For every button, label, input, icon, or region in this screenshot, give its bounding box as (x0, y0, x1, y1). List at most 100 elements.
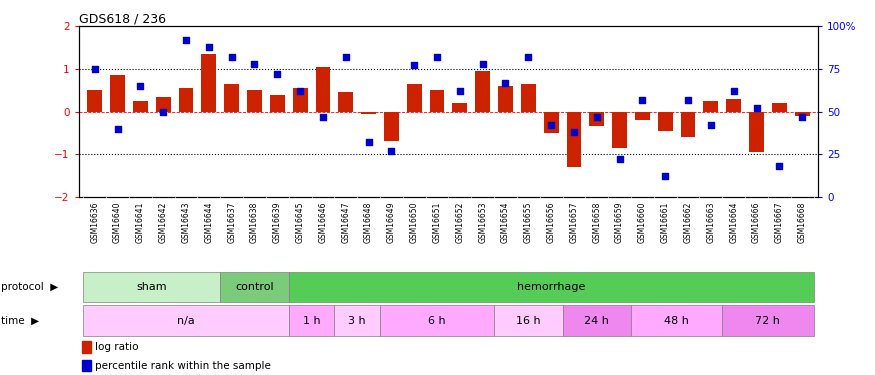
Text: time  ▶: time ▶ (1, 316, 39, 326)
Bar (178, 88, 193, 112)
Text: GSM16637: GSM16637 (228, 202, 236, 243)
Bar (201, 54, 216, 112)
Point (590, 114, 604, 120)
Bar (521, 84, 536, 112)
Bar (772, 103, 787, 112)
Bar (361, 112, 376, 114)
Text: GSM16646: GSM16646 (318, 202, 327, 243)
Point (727, 88, 741, 94)
Bar (430, 90, 444, 112)
Text: GSM16645: GSM16645 (296, 202, 304, 243)
Text: GSM16660: GSM16660 (638, 202, 647, 243)
Text: protocol  ▶: protocol ▶ (1, 282, 58, 292)
Bar (247, 90, 262, 112)
Point (499, 80, 513, 86)
Bar (681, 112, 696, 137)
Bar (224, 84, 239, 112)
Bar (289, 305, 334, 336)
Bar (704, 101, 718, 112)
Bar (452, 103, 467, 112)
Bar (289, 272, 814, 302)
Point (316, 114, 330, 120)
Text: 16 h: 16 h (516, 316, 541, 326)
Text: GSM16652: GSM16652 (455, 202, 465, 243)
Text: GSM16666: GSM16666 (752, 202, 761, 243)
Point (522, 54, 536, 60)
Bar (270, 94, 284, 112)
Point (179, 37, 193, 43)
Text: GSM16658: GSM16658 (592, 202, 601, 243)
Bar (339, 92, 354, 112)
Text: 24 h: 24 h (584, 316, 609, 326)
Point (407, 63, 421, 69)
Bar (498, 86, 513, 112)
Point (567, 129, 581, 135)
Text: GSM16650: GSM16650 (410, 202, 419, 243)
Point (658, 173, 672, 179)
Point (476, 61, 490, 67)
Point (453, 88, 467, 94)
Text: GSM16640: GSM16640 (113, 202, 122, 243)
Bar (334, 305, 380, 336)
Text: GSM16663: GSM16663 (706, 202, 716, 243)
Bar (475, 71, 490, 112)
Text: percentile rank within the sample: percentile rank within the sample (95, 361, 271, 370)
Text: GSM16639: GSM16639 (273, 202, 282, 243)
Text: control: control (235, 282, 274, 292)
Text: GSM16664: GSM16664 (729, 202, 738, 243)
Point (361, 139, 375, 145)
Text: log ratio: log ratio (95, 342, 138, 352)
Point (202, 44, 216, 50)
Bar (726, 99, 741, 112)
Text: GSM16649: GSM16649 (387, 202, 396, 243)
Text: 6 h: 6 h (428, 316, 446, 326)
Text: GSM16653: GSM16653 (478, 202, 487, 243)
Text: sham: sham (136, 282, 167, 292)
Text: 3 h: 3 h (348, 316, 366, 326)
Text: GSM16659: GSM16659 (615, 202, 624, 243)
Text: GSM16654: GSM16654 (501, 202, 510, 243)
Point (704, 122, 717, 128)
Text: GDS618 / 236: GDS618 / 236 (79, 12, 165, 25)
Point (795, 114, 809, 120)
Text: GSM16641: GSM16641 (136, 202, 145, 243)
Bar (156, 97, 171, 112)
Bar (590, 112, 604, 126)
Text: 48 h: 48 h (664, 316, 690, 326)
Point (339, 54, 353, 60)
Bar (82, 341, 91, 352)
Point (430, 54, 444, 60)
Bar (384, 112, 399, 141)
Bar (110, 75, 125, 112)
Bar (133, 101, 148, 112)
Bar (83, 305, 289, 336)
Text: 72 h: 72 h (755, 316, 780, 326)
Bar (794, 112, 809, 116)
Text: GSM16636: GSM16636 (90, 202, 99, 243)
Text: GSM16662: GSM16662 (683, 202, 692, 243)
Bar (293, 88, 307, 112)
Point (635, 97, 649, 103)
Bar (82, 360, 91, 371)
Text: n/a: n/a (177, 316, 195, 326)
Text: GSM16656: GSM16656 (547, 202, 556, 243)
Text: GSM16647: GSM16647 (341, 202, 350, 243)
Text: GSM16648: GSM16648 (364, 202, 373, 243)
Bar (658, 112, 673, 131)
Bar (749, 112, 764, 152)
Point (270, 71, 284, 77)
Text: GSM16667: GSM16667 (775, 202, 784, 243)
Point (773, 163, 787, 169)
Point (133, 83, 147, 89)
Bar (722, 305, 814, 336)
Bar (543, 112, 558, 133)
Bar (494, 305, 563, 336)
Point (225, 54, 239, 60)
Text: GSM16651: GSM16651 (432, 202, 442, 243)
Bar (83, 272, 220, 302)
Point (681, 97, 695, 103)
Text: GSM16657: GSM16657 (570, 202, 578, 243)
Bar (566, 112, 581, 167)
Bar (631, 305, 722, 336)
Point (384, 148, 398, 154)
